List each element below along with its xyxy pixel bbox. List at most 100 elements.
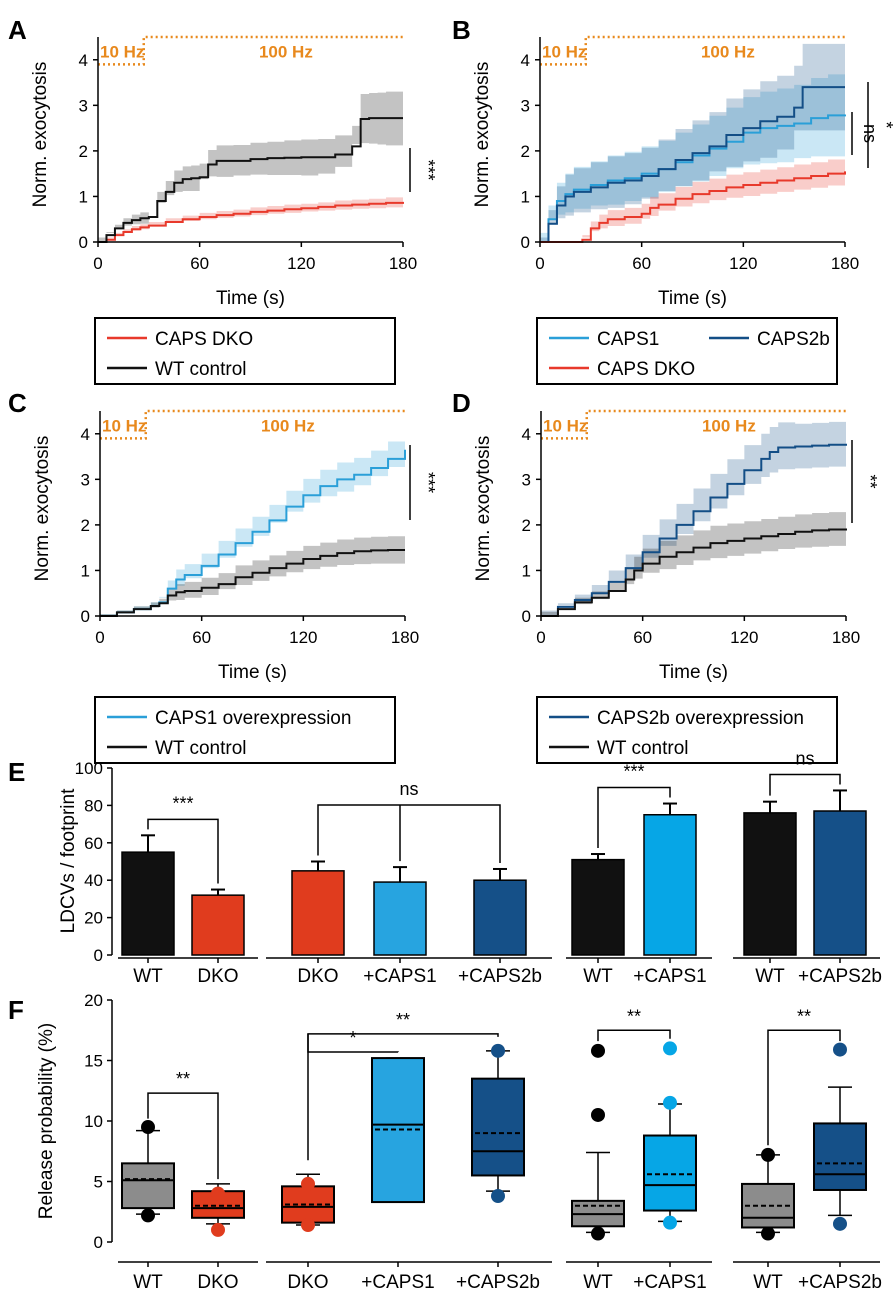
x-tick-label: 180	[832, 628, 860, 647]
x-tick-label: 60	[192, 628, 211, 647]
x-tick-label: WT	[753, 1272, 783, 1293]
y-tick-label: 4	[79, 51, 88, 70]
y-tick-label: 0	[521, 233, 530, 252]
stim-label-100hz: 100 Hz	[261, 417, 315, 436]
x-tick-label: +CAPS2b	[456, 1272, 540, 1293]
bar	[743, 812, 797, 956]
significance-label: **	[797, 1006, 811, 1026]
x-tick-label: 0	[535, 254, 544, 273]
outlier-point	[591, 1107, 605, 1122]
legend-box	[536, 317, 838, 385]
y-tick-label: 1	[521, 187, 530, 206]
significance-bracket	[307, 1033, 399, 1053]
legend-label: WT control	[597, 738, 689, 759]
y-tick-label: 0	[522, 607, 531, 626]
series-line-1	[100, 548, 405, 617]
y-tick-label: 3	[521, 96, 530, 115]
series-line-1	[98, 117, 403, 243]
bar	[191, 894, 245, 956]
panel-label-C: C	[8, 388, 27, 418]
significance-label: ***	[623, 762, 644, 782]
significance-label: **	[860, 474, 880, 488]
stim-label-100hz: 100 Hz	[702, 417, 756, 436]
outlier-point	[211, 1222, 225, 1237]
y-tick-label: 15	[84, 1052, 103, 1071]
x-tick-label: 0	[536, 628, 545, 647]
stim-label-10hz: 10 Hz	[542, 43, 586, 62]
legend-label: WT control	[155, 738, 247, 759]
x-tick-label: DKO	[197, 966, 238, 987]
y-tick-label: 20	[84, 909, 103, 928]
x-tick-label: DKO	[297, 966, 338, 987]
y-tick-label: 0	[79, 233, 88, 252]
legend-label: CAPS1 overexpression	[155, 708, 351, 729]
y-tick-label: 60	[84, 834, 103, 853]
bar	[571, 858, 625, 956]
x-tick-label: DKO	[287, 1272, 328, 1293]
outlier-point	[491, 1043, 505, 1058]
series-line-2	[540, 171, 846, 243]
legend-label: WT control	[155, 359, 247, 380]
significance-label: **	[396, 1010, 410, 1030]
series-line-0	[100, 449, 406, 617]
significance-label: ns	[795, 748, 814, 768]
x-tick-label: 0	[95, 628, 104, 647]
y-tick-label: 4	[522, 425, 531, 444]
x-tick-label: WT	[133, 966, 163, 987]
x-tick-label: DKO	[197, 1272, 238, 1293]
outlier-point	[301, 1176, 315, 1191]
legend-box	[94, 696, 396, 764]
y-tick-label: 40	[84, 871, 103, 890]
x-axis-label: Time (s)	[659, 662, 728, 683]
x-tick-label: WT	[133, 1272, 163, 1293]
stim-label-100hz: 100 Hz	[259, 43, 313, 62]
significance-label: *	[349, 1028, 356, 1048]
panel-label-E: E	[8, 757, 25, 787]
significance-label: *	[876, 121, 896, 128]
x-axis-label: Time (s)	[216, 288, 285, 309]
x-tick-label: WT	[583, 1272, 613, 1293]
x-axis-label: Time (s)	[658, 288, 727, 309]
box	[643, 1134, 697, 1212]
stim-label-10hz: 10 Hz	[100, 43, 144, 62]
panel-label-D: D	[452, 388, 471, 418]
significance-bracket	[147, 818, 219, 884]
legend-box	[94, 317, 396, 385]
outlier-point	[491, 1189, 505, 1204]
stim-label-10hz: 10 Hz	[102, 417, 146, 436]
bar	[643, 814, 697, 956]
significance-bracket	[597, 1029, 671, 1042]
series-line-0	[541, 443, 847, 617]
outlier-point	[141, 1120, 155, 1135]
x-tick-label: 120	[730, 628, 758, 647]
x-tick-label: +CAPS1	[633, 966, 706, 987]
x-tick-label: 180	[831, 254, 859, 273]
sem-band-1	[98, 90, 403, 242]
y-tick-label: 100	[75, 759, 103, 778]
x-tick-label: +CAPS1	[361, 1272, 434, 1293]
x-tick-label: +CAPS1	[363, 966, 436, 987]
y-tick-label: 20	[84, 991, 103, 1010]
significance-label: ***	[418, 159, 438, 180]
bar	[373, 881, 427, 956]
outlier-point	[833, 1042, 847, 1057]
panel-B	[540, 35, 846, 243]
significance-bracket	[147, 1092, 219, 1180]
y-axis-label: Norm. exocytosis	[473, 436, 494, 582]
x-tick-label: 60	[632, 254, 651, 273]
x-tick-label: 0	[93, 254, 102, 273]
x-tick-label: 120	[729, 254, 757, 273]
x-tick-label: +CAPS1	[633, 1272, 706, 1293]
y-axis-label: Norm. exocytosis	[472, 62, 493, 208]
y-tick-label: 0	[94, 946, 103, 965]
outlier-point	[663, 1215, 677, 1230]
y-tick-label: 2	[522, 516, 531, 535]
panel-label-F: F	[8, 995, 24, 1025]
x-tick-label: 180	[389, 254, 417, 273]
x-tick-label: 60	[190, 254, 209, 273]
legend-label: CAPS2b overexpression	[597, 708, 804, 729]
y-tick-label: 5	[94, 1173, 103, 1192]
panel-C	[100, 409, 406, 617]
box	[813, 1122, 867, 1191]
x-tick-label: 60	[633, 628, 652, 647]
